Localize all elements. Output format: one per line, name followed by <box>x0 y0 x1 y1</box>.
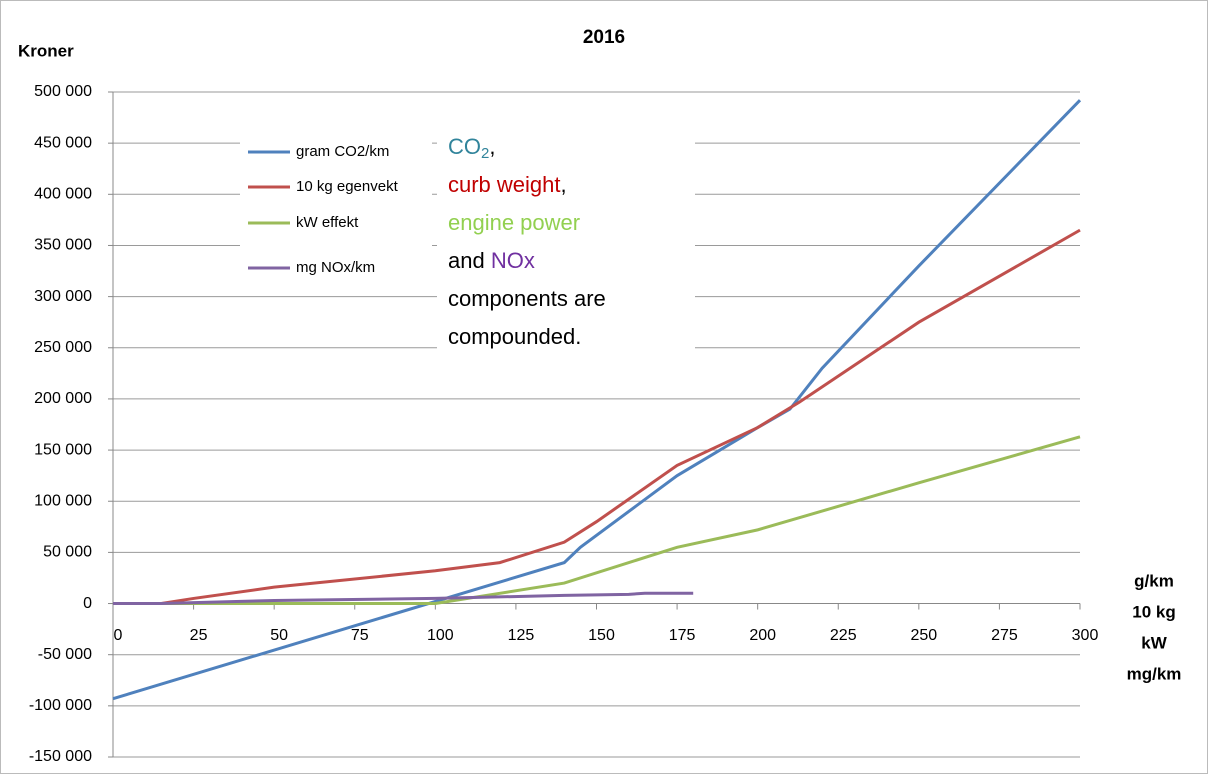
annotation-line: compounded. <box>448 324 581 349</box>
annotation-text: curb weight <box>448 172 561 197</box>
y-tick-label: 400 000 <box>34 186 92 203</box>
x-tick-label: 225 <box>830 627 857 644</box>
y-tick-label: 300 000 <box>34 288 92 305</box>
y-tick-label: 0 <box>83 595 92 612</box>
x-tick-label: 200 <box>749 627 776 644</box>
y-tick-label: -100 000 <box>29 697 92 714</box>
annotation-line: components are <box>448 286 606 311</box>
series-line <box>113 435 1081 606</box>
x-tick-label: 75 <box>351 627 369 644</box>
legend-label: 10 kg egenvekt <box>296 178 399 195</box>
annotation-text: components are <box>448 286 606 311</box>
annotation-text: and <box>448 248 491 273</box>
y-tick-label: 500 000 <box>34 83 92 100</box>
y-tick-label: 450 000 <box>34 134 92 151</box>
annotation-line: engine power <box>448 210 580 235</box>
x-tick-label: 150 <box>588 627 615 644</box>
series-line <box>113 591 694 606</box>
x-axis-title: 10 kg <box>1132 602 1175 621</box>
x-tick-label: 0 <box>114 627 123 644</box>
x-tick-label: 100 <box>427 627 454 644</box>
legend-label: gram CO2/km <box>296 143 389 160</box>
annotation-text: 2 <box>481 145 489 162</box>
series-line <box>161 228 1081 606</box>
y-tick-label: 350 000 <box>34 237 92 254</box>
annotation-text: , <box>489 134 495 159</box>
y-tick-label: 200 000 <box>34 390 92 407</box>
y-tick-label: 150 000 <box>34 441 92 458</box>
y-tick-label: 250 000 <box>34 339 92 356</box>
annotation-line: CO2, <box>448 134 495 162</box>
legend-box <box>240 130 432 290</box>
annotation-box <box>437 128 695 356</box>
x-axis-title: mg/km <box>1127 664 1182 683</box>
x-tick-label: 25 <box>190 627 208 644</box>
legend-label: kW effekt <box>296 214 359 231</box>
legend: gram CO2/km 10 kg egenvekt kW effekt mg NOx… <box>248 143 399 276</box>
y-tick-label: 100 000 <box>34 492 92 509</box>
y-tick-label: 50 000 <box>43 544 92 561</box>
y-tick-label: -150 000 <box>29 748 92 765</box>
x-tick-label: 275 <box>991 627 1018 644</box>
x-tick-label: 125 <box>508 627 535 644</box>
y-tick-label: -50 000 <box>38 646 92 663</box>
legend-label: mg NOx/km <box>296 259 375 276</box>
lines <box>112 99 1082 701</box>
annotation-line: curb weight, <box>448 172 567 197</box>
y-axis-title: Kroner <box>18 41 74 60</box>
annotation-text: NOx <box>491 248 535 273</box>
annotation-text: engine power <box>448 210 580 235</box>
annotation-text: CO <box>448 134 481 159</box>
x-tick-label: 300 <box>1072 627 1099 644</box>
chart-title: 2016 <box>583 27 625 48</box>
x-axis-title: kW <box>1141 633 1167 652</box>
x-tick-label: 175 <box>669 627 696 644</box>
annotation-line: and NOx <box>448 248 535 273</box>
x-tick-label: 50 <box>270 627 288 644</box>
annotation-text: compounded. <box>448 324 581 349</box>
x-axis-title: g/km <box>1134 571 1174 590</box>
x-tick-label: 250 <box>910 627 937 644</box>
annotation-text: , <box>561 172 567 197</box>
